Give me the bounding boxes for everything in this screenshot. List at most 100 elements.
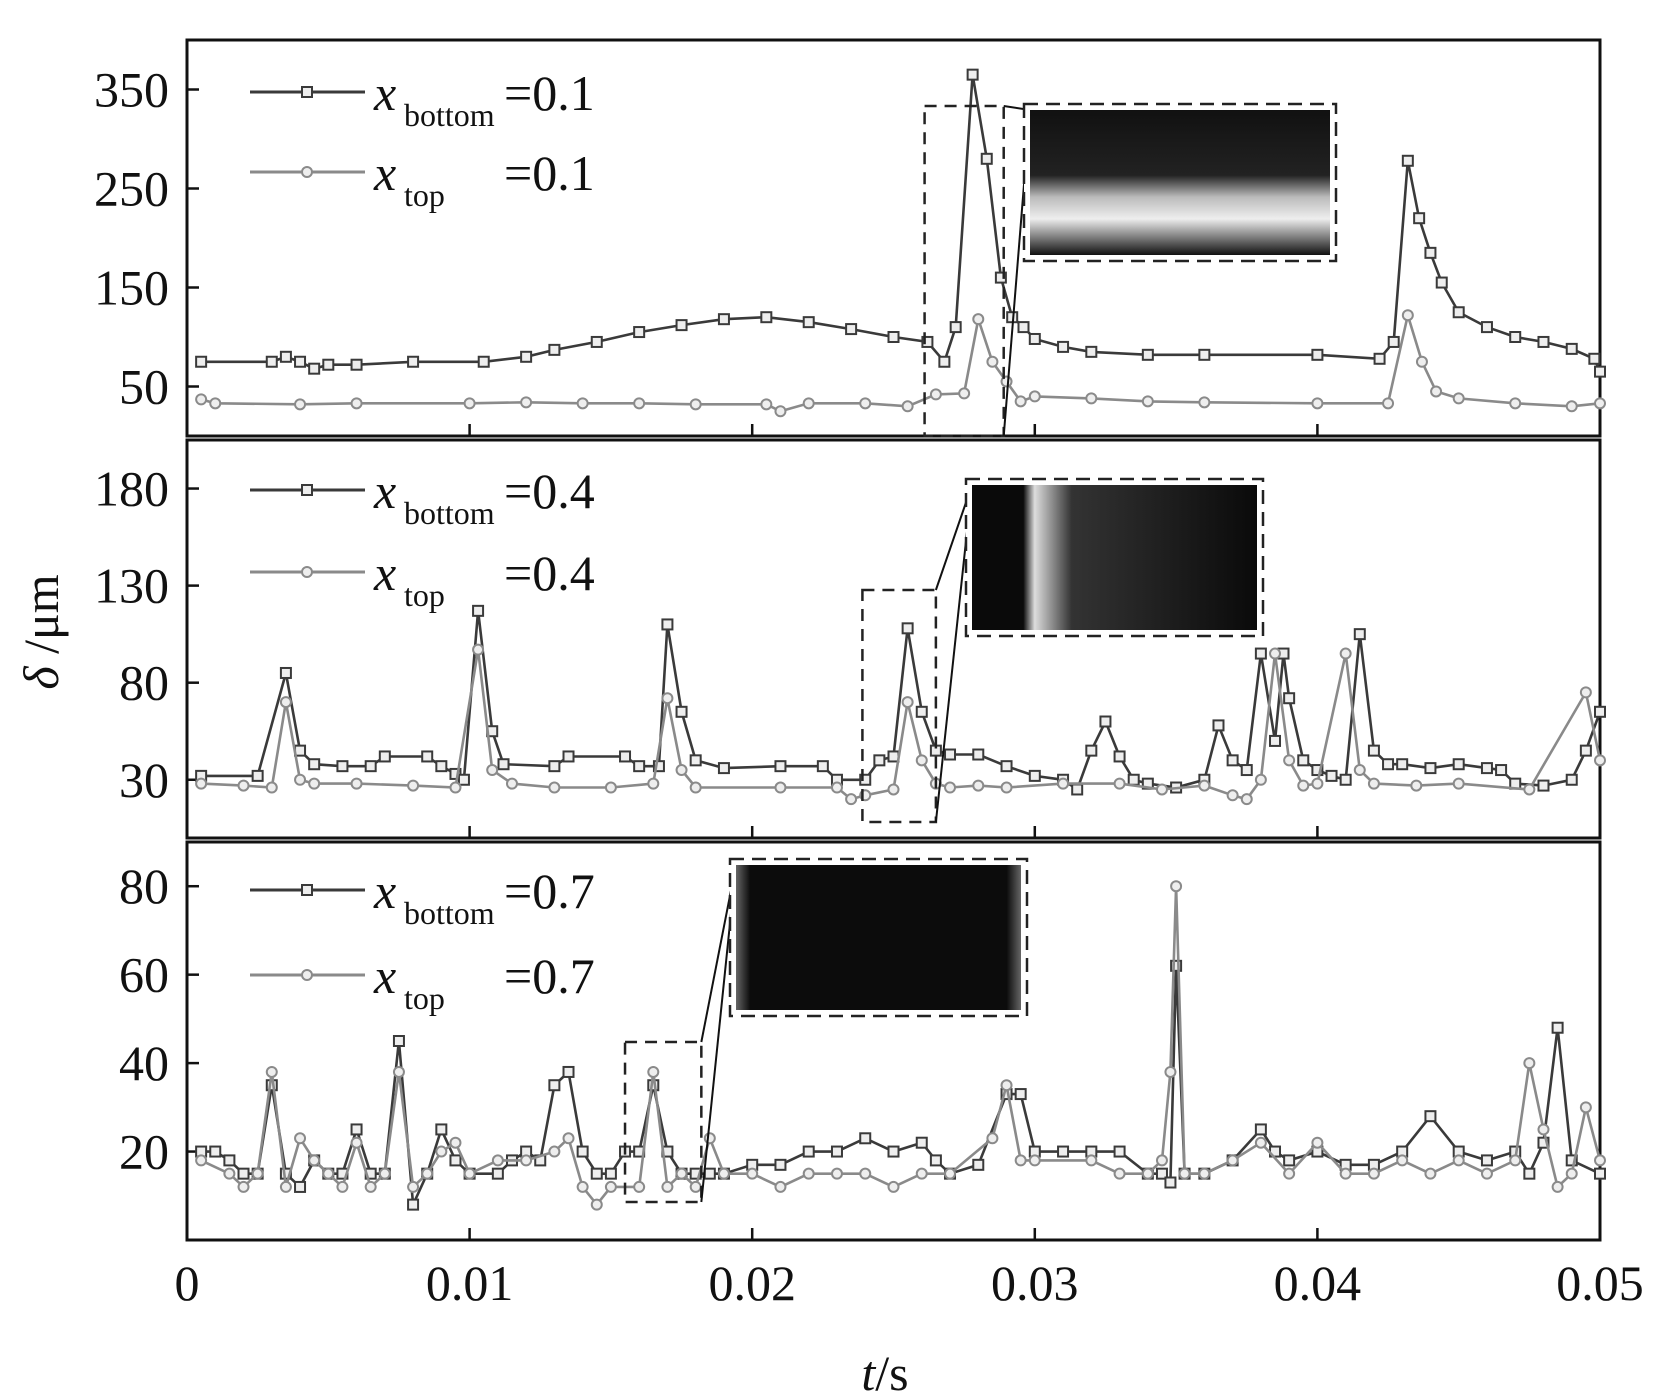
data-point	[1113, 750, 1126, 763]
data-point	[1254, 647, 1267, 660]
data-point	[1254, 1136, 1267, 1149]
data-point	[251, 1167, 264, 1180]
data-point	[1537, 335, 1550, 348]
data-point	[1000, 760, 1013, 773]
data-point	[1523, 783, 1536, 796]
data-point	[1401, 309, 1414, 322]
data-point	[1028, 769, 1041, 782]
data-point	[1014, 1154, 1027, 1167]
x-axis-title: t/s	[861, 1345, 908, 1394]
data-point	[294, 355, 307, 368]
data-point	[548, 1145, 561, 1158]
data-point	[308, 362, 321, 375]
data-point	[652, 760, 665, 773]
data-point	[209, 397, 222, 410]
data-point	[859, 1132, 872, 1145]
data-point	[1085, 392, 1098, 405]
data-point	[830, 1145, 843, 1158]
data-point	[689, 754, 702, 767]
legend-subscript: top	[404, 980, 445, 1016]
data-point	[774, 1158, 787, 1171]
data-point	[1155, 783, 1168, 796]
data-point	[1413, 212, 1426, 225]
plot-frame-top	[185, 38, 1602, 438]
data-point	[195, 777, 208, 790]
data-point	[1424, 1167, 1437, 1180]
data-point	[929, 388, 942, 401]
data-point	[859, 1167, 872, 1180]
legend-middle: x bottom =0.4x top =0.4	[250, 463, 595, 613]
data-point	[887, 331, 900, 343]
data-point	[378, 1167, 391, 1180]
data-point	[760, 311, 773, 324]
data-point	[966, 68, 979, 81]
x-tick-label: 0.02	[708, 1255, 796, 1311]
data-point	[1000, 781, 1013, 794]
data-point	[1085, 345, 1098, 358]
plot-frame-bottom	[185, 840, 1602, 1242]
legend-symbol: x	[373, 463, 396, 519]
data-point	[859, 397, 872, 410]
data-point	[802, 1145, 815, 1158]
data-point	[887, 1145, 900, 1158]
data-point	[1085, 744, 1098, 757]
data-point	[195, 355, 208, 368]
data-point	[350, 1136, 363, 1149]
series-top-top	[195, 309, 1606, 418]
data-point	[1155, 1167, 1168, 1180]
data-point	[1452, 392, 1465, 405]
data-point	[1588, 352, 1601, 365]
data-point	[986, 355, 999, 368]
highlight-box	[861, 588, 938, 824]
data-point	[1311, 1136, 1324, 1149]
legend-value: =0.7	[504, 948, 595, 1004]
data-point	[901, 400, 914, 413]
data-point	[1057, 1145, 1070, 1158]
data-point	[336, 760, 349, 773]
data-point	[457, 773, 470, 786]
data-point	[1311, 397, 1324, 410]
data-point	[576, 1145, 589, 1158]
data-point	[915, 1167, 928, 1180]
legend-subscript: top	[404, 577, 445, 613]
data-point	[1594, 1167, 1606, 1180]
data-point	[472, 643, 485, 656]
data-point	[505, 777, 518, 790]
data-point	[1170, 959, 1183, 972]
data-point	[449, 1154, 462, 1167]
data-point	[1198, 396, 1211, 409]
data-point	[1353, 764, 1366, 777]
series-line	[201, 965, 1601, 1210]
data-point	[435, 760, 448, 773]
data-point	[958, 387, 971, 400]
data-point	[1387, 335, 1400, 348]
data-point	[1382, 397, 1395, 410]
data-point	[1565, 773, 1578, 786]
data-point	[921, 335, 934, 348]
data-point	[463, 1167, 476, 1180]
data-point	[717, 313, 730, 326]
data-point	[392, 1065, 405, 1078]
data-point	[1164, 1065, 1177, 1078]
data-point	[1297, 779, 1310, 792]
data-point	[1283, 754, 1296, 767]
legend-symbol: x	[373, 145, 396, 201]
data-point	[1594, 705, 1606, 718]
data-point	[1594, 1154, 1606, 1167]
data-point	[1452, 1154, 1465, 1167]
data-point	[1311, 764, 1324, 777]
data-point	[1164, 1176, 1177, 1189]
data-point	[548, 781, 561, 794]
data-point	[1297, 754, 1310, 767]
data-point	[774, 1180, 787, 1193]
data-point	[279, 666, 292, 679]
data-point	[1113, 1145, 1126, 1158]
data-point	[1198, 348, 1211, 361]
data-point	[237, 1180, 250, 1193]
y-tick-label: 130	[94, 558, 169, 614]
data-point	[1396, 758, 1409, 771]
data-point	[1565, 1167, 1578, 1180]
data-point	[590, 335, 603, 348]
data-point	[1014, 395, 1027, 408]
legend-subscript: bottom	[404, 495, 495, 531]
